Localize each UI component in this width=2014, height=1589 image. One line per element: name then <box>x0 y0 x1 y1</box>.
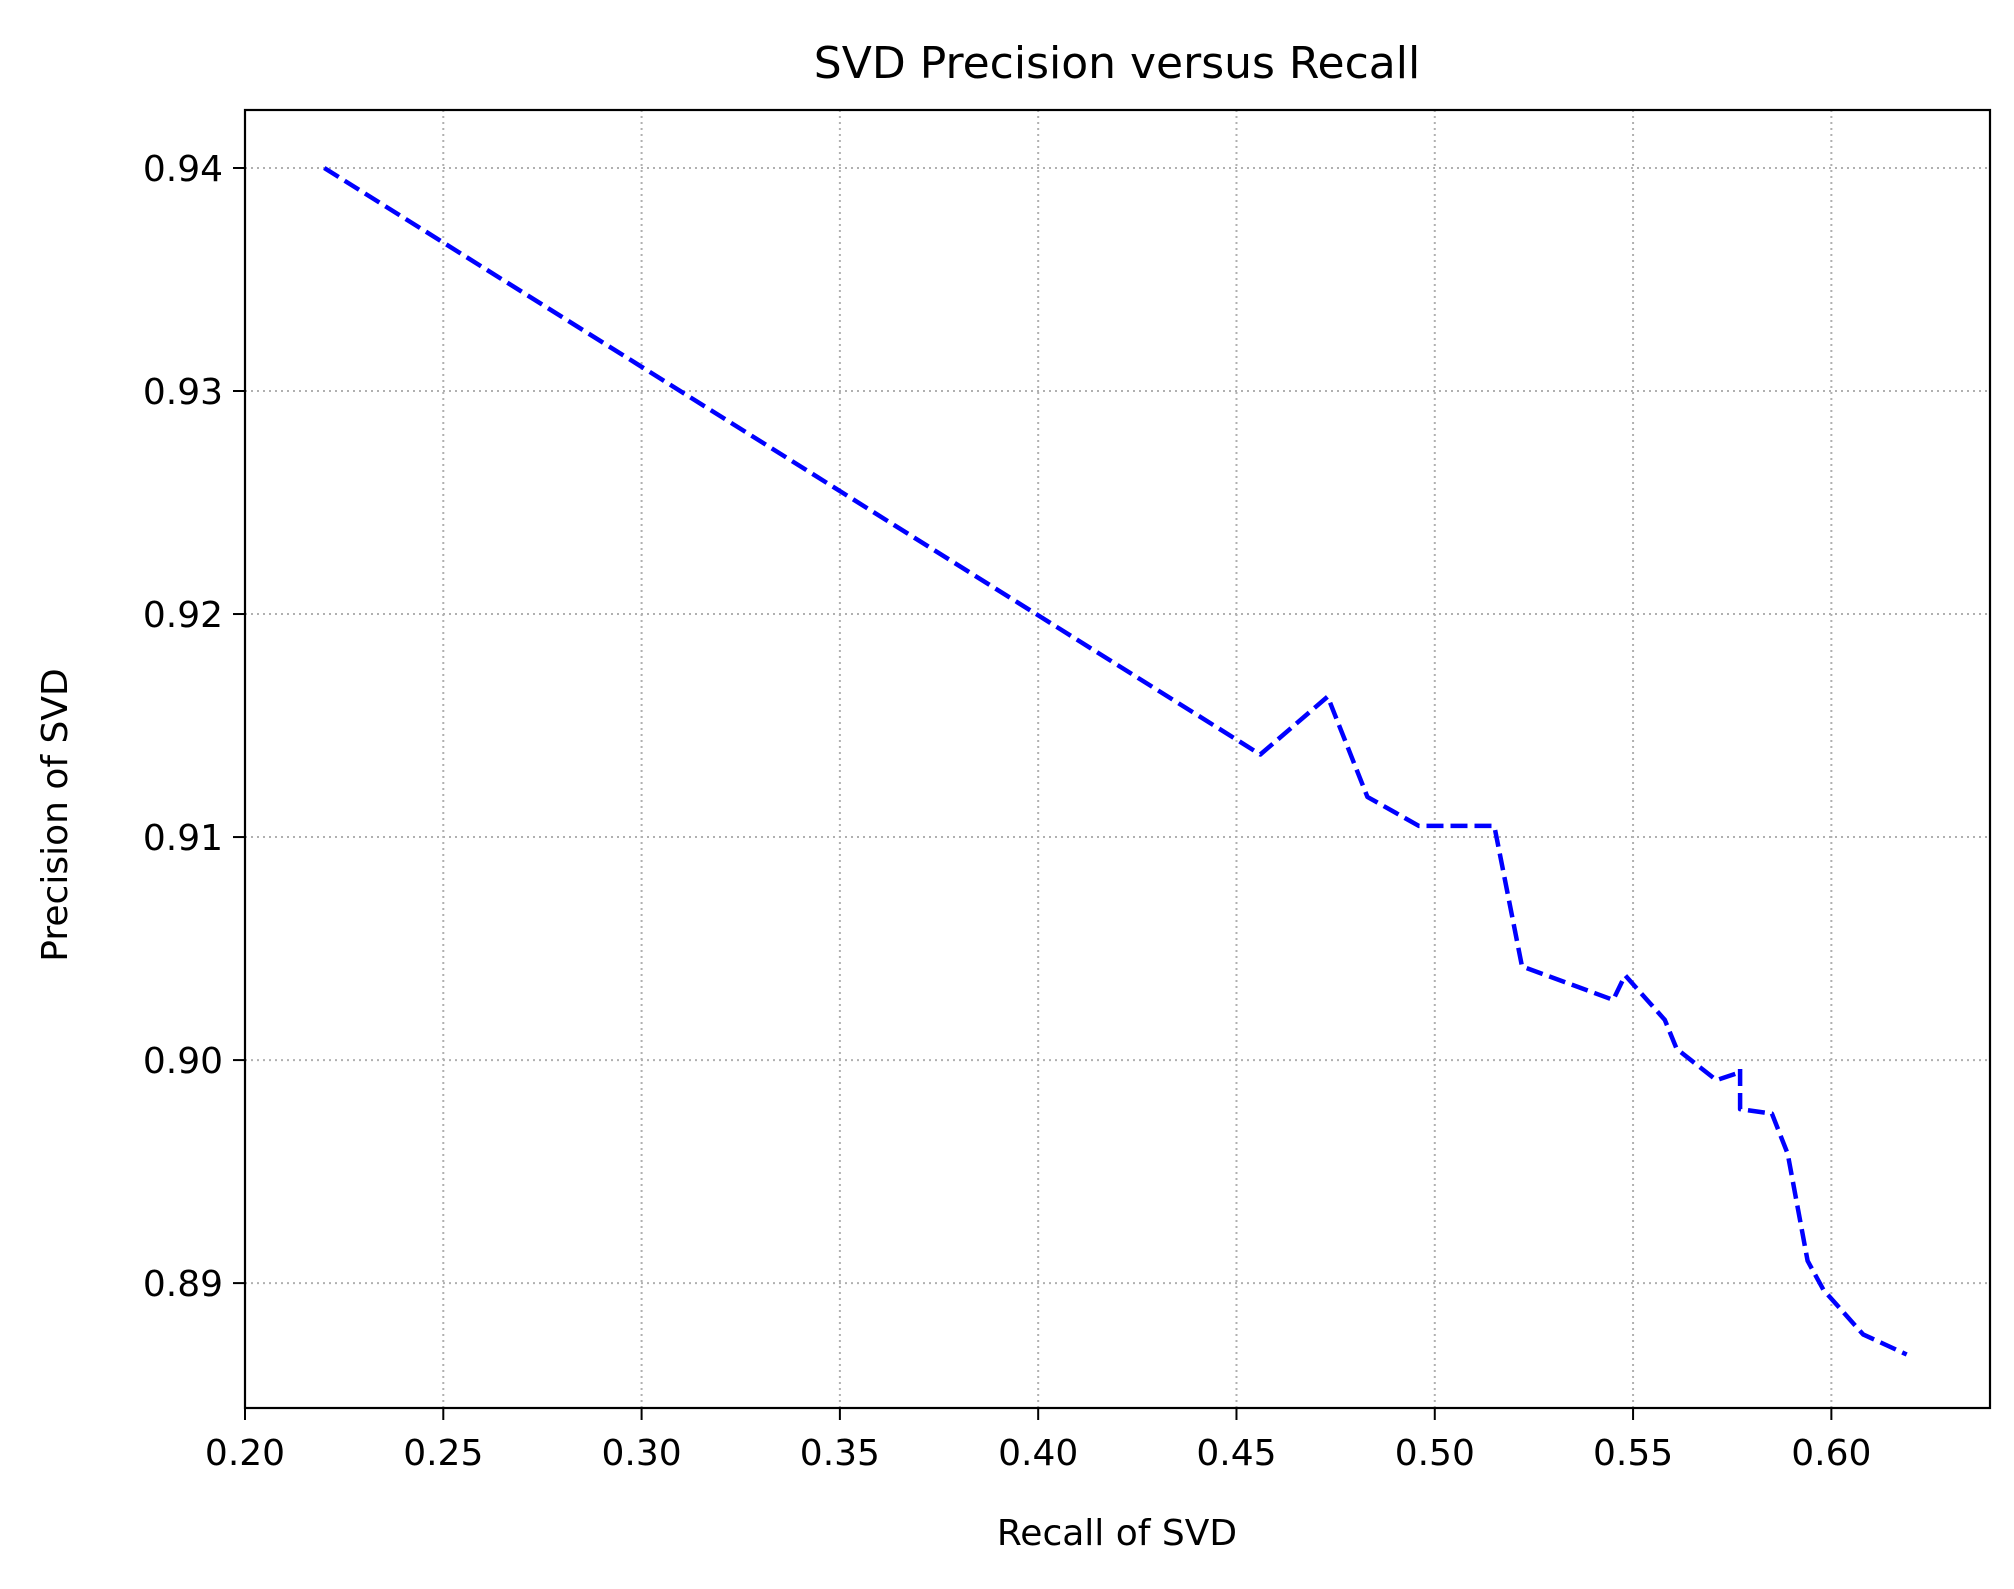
y-tick-label: 0.92 <box>143 595 223 636</box>
x-tick-label: 0.45 <box>1196 1433 1276 1474</box>
y-axis-label: Precision of SVD <box>35 668 76 961</box>
y-tick-label: 0.90 <box>143 1041 223 1082</box>
x-tick-label: 0.40 <box>998 1433 1078 1474</box>
grid <box>244 110 1990 1408</box>
x-tick-label: 0.50 <box>1395 1433 1475 1474</box>
y-axis: 0.89 0.90 0.91 0.92 0.93 0.94 <box>143 149 245 1305</box>
y-tick-label: 0.94 <box>143 149 223 190</box>
y-tick-label: 0.89 <box>143 1264 223 1305</box>
chart-title: SVD Precision versus Recall <box>814 38 1420 89</box>
x-tick-label: 0.30 <box>602 1433 682 1474</box>
series-layer <box>323 166 1908 1357</box>
x-tick-label: 0.55 <box>1593 1433 1673 1474</box>
x-axis: 0.20 0.25 0.30 0.35 0.40 0.45 0.50 0.55 0.60 <box>205 1408 1871 1474</box>
x-axis-label: Recall of SVD <box>997 1513 1237 1554</box>
x-tick-label: 0.20 <box>205 1433 285 1474</box>
x-tick-label: 0.60 <box>1791 1433 1871 1474</box>
y-tick-label: 0.91 <box>143 818 223 859</box>
series-line <box>323 166 1908 1357</box>
x-tick-label: 0.25 <box>403 1433 483 1474</box>
x-tick-label: 0.35 <box>800 1433 880 1474</box>
y-tick-label: 0.93 <box>143 372 223 413</box>
plot-frame <box>243 108 1992 1410</box>
